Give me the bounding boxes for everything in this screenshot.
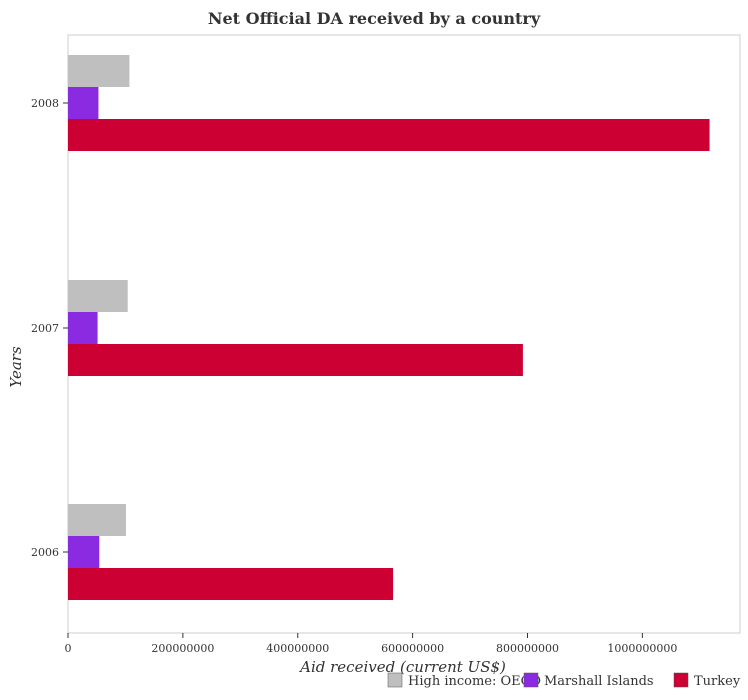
bar-high-income-oecd-2007: [68, 280, 128, 312]
bar-high-income-oecd-2008: [68, 55, 130, 87]
x-tick-label: 1000000000: [607, 642, 677, 655]
legend-swatch: [523, 672, 539, 688]
y-tick-label: 2008: [31, 97, 59, 110]
x-axis-title: Aid received (current US$): [298, 658, 506, 676]
x-tick-label: 600000000: [381, 642, 444, 655]
bar-turkey-2007: [68, 344, 523, 376]
legend: High income: OECD Marshall Islands Turkey: [387, 672, 741, 689]
bar-marshall-islands-2006: [68, 536, 100, 568]
bar-marshall-islands-2008: [68, 87, 99, 119]
x-axis: 0 200000000 400000000 600000000 800000000 100…: [65, 633, 677, 655]
x-tick-label: 0: [65, 642, 72, 655]
bar-turkey-2006: [68, 568, 394, 600]
y-tick-label: 2007: [31, 322, 59, 335]
y-axis-title: Years: [7, 346, 25, 388]
legend-swatch: [387, 672, 403, 688]
x-tick-label: 800000000: [496, 642, 559, 655]
legend-label: High income: OECD: [408, 674, 541, 689]
x-tick-label: 200000000: [151, 642, 214, 655]
legend-label: Marshall Islands: [544, 674, 654, 689]
bars-group: [68, 55, 710, 600]
chart-title: Net Official DA received by a country: [208, 9, 541, 28]
legend-label: Turkey: [694, 674, 741, 689]
bar-high-income-oecd-2006: [68, 504, 127, 536]
y-tick-label: 2006: [31, 546, 59, 559]
x-tick-label: 400000000: [266, 642, 329, 655]
bar-marshall-islands-2007: [68, 312, 98, 344]
bar-turkey-2008: [68, 119, 710, 151]
legend-swatch: [673, 672, 689, 688]
y-axis: 2006 2007 2008: [31, 97, 68, 559]
